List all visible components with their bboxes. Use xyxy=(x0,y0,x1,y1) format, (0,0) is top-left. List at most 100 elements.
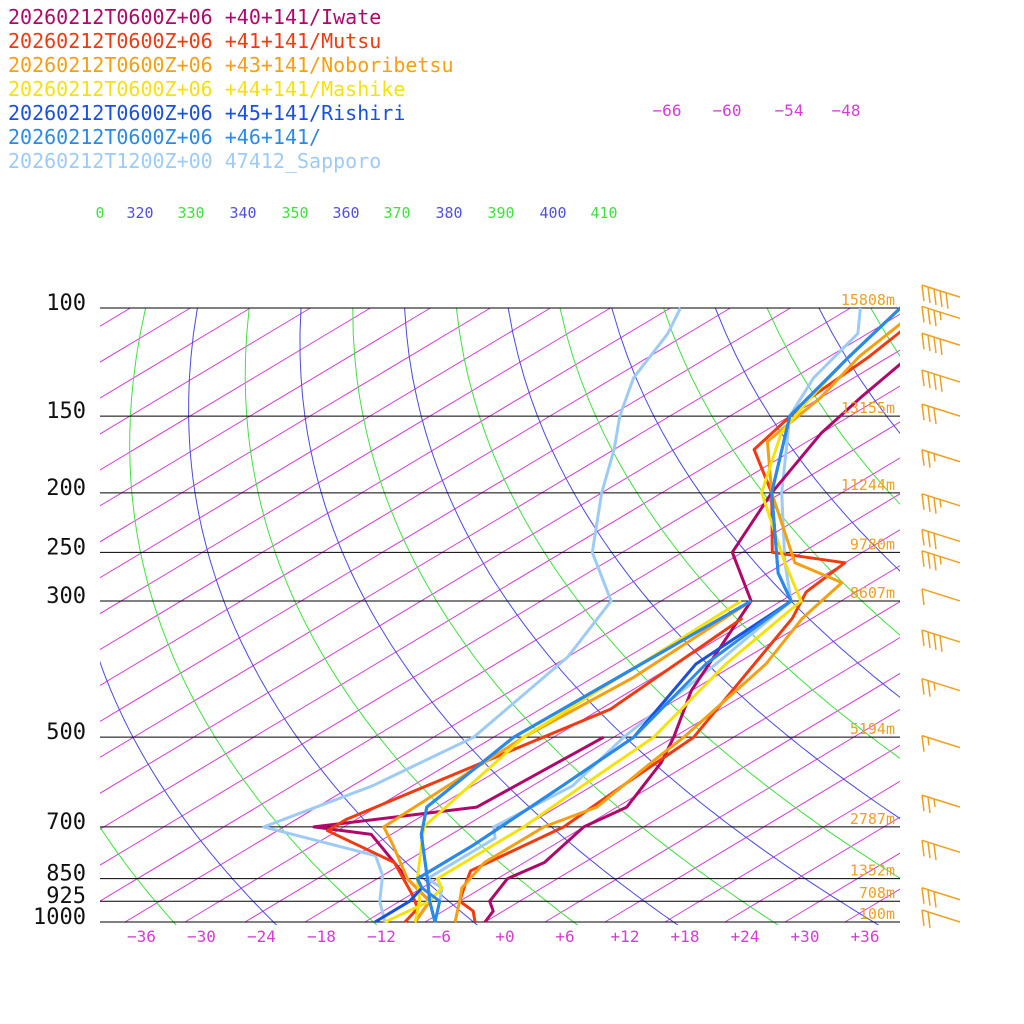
barb-flag xyxy=(927,451,931,468)
isotherm-line xyxy=(544,708,900,923)
pressure-label: 250 xyxy=(46,535,86,560)
isotherm-line xyxy=(604,744,900,923)
barb-flag xyxy=(927,335,931,352)
barb-flag xyxy=(921,369,925,387)
wind-barb xyxy=(921,305,961,327)
dry-adiabat-line xyxy=(299,307,679,925)
theta-label: 360 xyxy=(332,204,359,222)
dry-adiabat-line xyxy=(559,307,900,759)
wind-barb xyxy=(921,528,961,550)
trace-dewpoint xyxy=(262,307,682,923)
pressure-label: 1000 xyxy=(33,905,86,930)
legend-entry: 20260212T0600Z+06 +41+141/Mutsu xyxy=(8,29,381,53)
wind-barb xyxy=(921,677,961,697)
barb-shaft xyxy=(921,588,961,602)
isotherm-line xyxy=(724,816,900,923)
wind-barb xyxy=(921,588,961,606)
barb-half-flag xyxy=(933,682,936,691)
wind-barb xyxy=(921,629,961,652)
dry-adiabat-line xyxy=(244,307,579,925)
wind-barb xyxy=(921,839,961,861)
top-tick-label: −60 xyxy=(713,101,742,120)
isotherm-line xyxy=(100,307,551,579)
top-tick-label: −66 xyxy=(653,101,682,120)
barb-half-flag xyxy=(933,453,936,462)
wind-barbs xyxy=(921,284,961,928)
trace-dewpoint xyxy=(382,599,752,923)
barb-flag xyxy=(933,633,937,650)
barb-flag xyxy=(933,554,937,571)
barb-flag xyxy=(927,911,931,928)
isotherm-line xyxy=(100,307,791,722)
isotherm-line xyxy=(965,308,1024,922)
dry-adiabat-line xyxy=(100,660,278,925)
dry-adiabat-line xyxy=(404,307,880,925)
pressure-label: 300 xyxy=(46,584,86,609)
barb-half-flag xyxy=(939,556,942,565)
trace-temperature xyxy=(453,322,900,923)
barb-flag xyxy=(921,449,925,466)
legend-entry: 20260212T0600Z+06 +44+141/Mashike xyxy=(8,77,405,101)
barb-flag xyxy=(921,629,925,647)
legend-entry: 20260212T0600Z+06 +43+141/Noboribetsu xyxy=(8,53,454,77)
barb-half-flag xyxy=(933,798,936,808)
barb-half-flag xyxy=(927,737,930,746)
theta-label: 400 xyxy=(539,204,566,222)
barb-flag xyxy=(921,735,925,752)
barb-flag xyxy=(933,497,937,514)
dry-adiabat-line xyxy=(129,307,378,925)
isotherm-line xyxy=(100,307,431,507)
x-tick-label: +24 xyxy=(731,927,760,946)
barb-shaft xyxy=(921,677,961,692)
barb-flag xyxy=(939,338,943,356)
height-label: 11244m xyxy=(841,476,895,494)
barb-flag xyxy=(921,840,925,857)
barb-flag xyxy=(933,407,937,425)
barb-flag xyxy=(927,405,931,423)
height-label: 100m xyxy=(859,905,895,923)
x-tick-label: +0 xyxy=(495,927,514,946)
barb-flag xyxy=(927,680,931,697)
barb-shaft xyxy=(921,794,961,808)
background-grid xyxy=(100,307,1024,925)
x-tick-label: +30 xyxy=(791,927,820,946)
isotherm-line xyxy=(100,307,611,615)
theta-label: 320 xyxy=(126,204,153,222)
barb-shaft xyxy=(921,403,961,417)
isobar-lines xyxy=(100,307,900,923)
isotherm-line xyxy=(100,307,191,363)
wind-barb xyxy=(921,449,961,468)
barb-flag xyxy=(927,371,931,389)
x-tick-label: −36 xyxy=(127,927,156,946)
wind-barb xyxy=(921,909,961,928)
barb-flag xyxy=(933,373,937,390)
x-tick-label: −24 xyxy=(247,927,276,946)
isotherm-line xyxy=(100,307,251,399)
isotherm-line xyxy=(244,529,900,923)
barb-flag xyxy=(921,588,925,606)
barb-flag xyxy=(921,285,925,302)
x-tick-label: −18 xyxy=(307,927,336,946)
theta-label: 410 xyxy=(590,204,617,222)
barb-flag xyxy=(933,844,937,861)
barb-flag xyxy=(927,286,931,304)
wind-barb xyxy=(921,332,961,356)
pressure-label: 100 xyxy=(46,291,86,316)
theta-label: 370 xyxy=(383,204,410,222)
barb-shaft xyxy=(921,528,961,543)
barb-flag xyxy=(927,552,931,569)
isotherm-line xyxy=(424,636,900,923)
wind-barb xyxy=(921,794,961,814)
height-label: 15808m xyxy=(841,291,895,309)
barb-flag xyxy=(933,310,937,327)
theta-label: 330 xyxy=(177,204,204,222)
wind-barb xyxy=(921,493,961,514)
barb-flag xyxy=(921,550,925,567)
dry-adiabat-line xyxy=(507,307,900,820)
pressure-label: 700 xyxy=(46,810,86,835)
axis-labels: 100 15808m 150 13155m 200 11244m 250 9780m 300 86… xyxy=(33,101,895,946)
barb-flag xyxy=(921,333,925,350)
isotherm-line xyxy=(664,780,900,923)
isotherm-line xyxy=(100,307,311,435)
